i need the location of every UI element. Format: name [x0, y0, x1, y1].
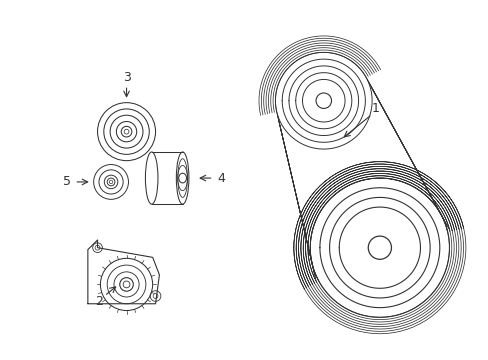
Ellipse shape [176, 152, 188, 204]
Text: 1: 1 [371, 102, 379, 115]
Text: 5: 5 [62, 175, 70, 188]
Text: 4: 4 [217, 172, 225, 185]
Text: 3: 3 [122, 71, 130, 84]
Text: 2: 2 [95, 295, 103, 308]
